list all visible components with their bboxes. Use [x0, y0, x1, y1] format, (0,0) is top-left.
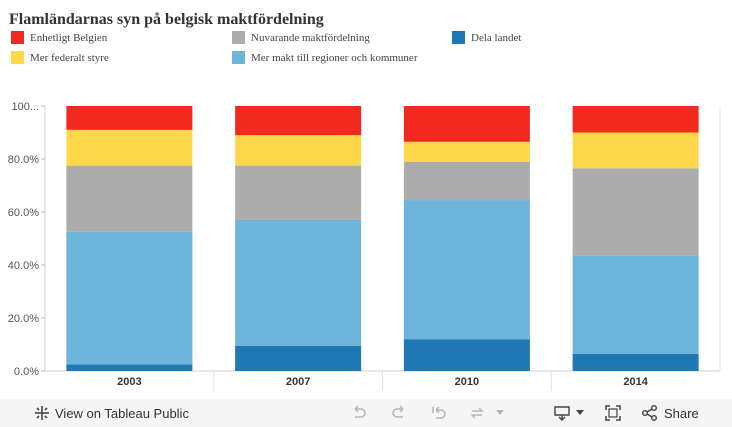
- chart-title: Flamländarnas syn på belgisk maktfördeln…: [9, 11, 324, 28]
- legend-swatch: [232, 31, 245, 44]
- revert-button[interactable]: [430, 399, 448, 427]
- x-tick-label: 2014: [623, 376, 648, 388]
- legend-swatch: [11, 31, 24, 44]
- chart-bars: [66, 106, 699, 371]
- download-icon: [553, 404, 571, 422]
- chevron-down-icon: [496, 410, 504, 416]
- bar-segment[interactable]: [572, 106, 699, 133]
- bar-segment[interactable]: [572, 255, 699, 354]
- bar-segment[interactable]: [403, 106, 530, 142]
- bar-segment[interactable]: [235, 345, 362, 371]
- legend-item-enhetligt-belgien[interactable]: Enhetligt Belgien: [11, 31, 107, 44]
- y-tick-label: 80.0%: [8, 154, 39, 166]
- redo-icon: [390, 404, 408, 422]
- share-icon: [641, 404, 659, 422]
- x-tick-label: 2007: [286, 376, 310, 388]
- bar-segment[interactable]: [66, 165, 193, 232]
- legend-label: Nuvarande maktfördelning: [251, 31, 370, 44]
- fullscreen-button[interactable]: [604, 399, 622, 427]
- bar-segment[interactable]: [66, 364, 193, 371]
- chart-labels: 0.0% 20.0% 40.0% 60.0% 80.0% 100... 2003 2007 20…: [8, 101, 649, 388]
- legend-swatch: [232, 51, 245, 64]
- undo-icon: [350, 404, 368, 422]
- bar-segment[interactable]: [66, 129, 193, 166]
- view-on-tableau-link[interactable]: View on Tableau Public: [33, 399, 189, 427]
- legend-label: Mer federalt styre: [30, 51, 109, 64]
- share-label: Share: [664, 405, 699, 421]
- legend-item-dela-landet[interactable]: Dela landet: [452, 31, 521, 44]
- y-tick-label: 20.0%: [8, 313, 39, 325]
- refresh-button[interactable]: [468, 399, 504, 427]
- undo-button[interactable]: [350, 399, 368, 427]
- bar-segment[interactable]: [66, 106, 193, 130]
- view-on-tableau-label: View on Tableau Public: [55, 405, 189, 421]
- redo-button[interactable]: [390, 399, 408, 427]
- legend-swatch: [11, 51, 24, 64]
- bar-segment[interactable]: [403, 200, 530, 340]
- legend-item-nuvarande-maktfordelning[interactable]: Nuvarande maktfördelning: [232, 31, 370, 44]
- bar-segment[interactable]: [572, 168, 699, 256]
- bar-segment[interactable]: [66, 231, 193, 365]
- share-button[interactable]: Share: [641, 399, 699, 427]
- legend-item-mer-federalt-styre[interactable]: Mer federalt styre: [11, 51, 109, 64]
- bar-segment[interactable]: [572, 353, 699, 371]
- bar-segment[interactable]: [403, 161, 530, 201]
- tableau-toolbar: View on Tableau Public: [0, 399, 732, 427]
- bar-segment[interactable]: [572, 132, 699, 169]
- refresh-icon: [468, 404, 486, 422]
- legend-label: Dela landet: [471, 31, 522, 44]
- tableau-logo-icon: [33, 404, 51, 422]
- legend-label: Enhetligt Belgien: [30, 31, 108, 44]
- revert-icon: [430, 404, 448, 422]
- stacked-bar-chart: 0.0% 20.0% 40.0% 60.0% 80.0% 100... 2003 2007 20…: [8, 101, 721, 391]
- download-button[interactable]: [553, 399, 584, 427]
- y-tick-label: 40.0%: [8, 260, 39, 272]
- legend-label: Mer makt till regioner och kommuner: [251, 51, 418, 64]
- bar-segment[interactable]: [235, 135, 362, 166]
- chevron-down-icon: [576, 410, 584, 416]
- legend-item-mer-makt-till-regioner[interactable]: Mer makt till regioner och kommuner: [232, 51, 417, 64]
- bar-segment[interactable]: [403, 339, 530, 371]
- fullscreen-icon: [604, 404, 622, 422]
- bar-segment[interactable]: [235, 106, 362, 136]
- y-tick-label: 100...: [11, 101, 39, 113]
- bar-segment[interactable]: [235, 165, 362, 220]
- x-tick-label: 2003: [117, 376, 141, 388]
- y-tick-label: 60.0%: [8, 207, 39, 219]
- bar-segment[interactable]: [235, 219, 362, 346]
- x-tick-label: 2010: [455, 376, 479, 388]
- y-tick-label: 0.0%: [14, 366, 39, 378]
- legend-swatch: [452, 31, 465, 44]
- bar-segment[interactable]: [403, 141, 530, 162]
